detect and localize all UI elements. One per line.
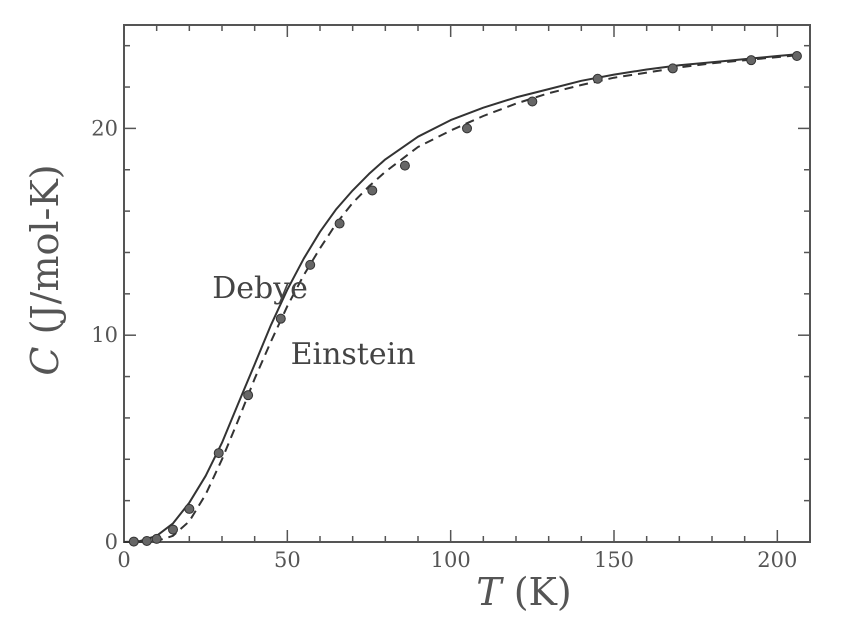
data-point [184, 503, 195, 514]
data-point [243, 390, 254, 401]
data-point [399, 160, 410, 171]
data-point [592, 73, 603, 84]
data-point [213, 448, 224, 459]
x-tick-label: 50 [274, 548, 301, 572]
curve-annotation: Debye [212, 271, 308, 306]
data-point [667, 63, 678, 74]
data-points [128, 51, 802, 547]
data-point [141, 535, 152, 546]
x-axis-label: T (K) [476, 570, 571, 614]
data-point [527, 96, 538, 107]
data-point [128, 536, 139, 547]
data-point [151, 533, 162, 544]
y-tick-label: 0 [105, 530, 118, 554]
x-tick-label: 150 [594, 548, 634, 572]
x-tick-label: 200 [757, 548, 797, 572]
axis-ticks [123, 25, 811, 543]
y-axis-label: C (J/mol-K) [23, 164, 67, 375]
x-tick-label: 0 [117, 548, 130, 572]
y-tick-label: 10 [91, 323, 118, 347]
tick-labels: 0 50 100 150 200 0 10 20 [91, 116, 797, 572]
data-point [305, 259, 316, 270]
plot-frame [123, 24, 811, 543]
data-point [334, 218, 345, 229]
curve-annotation: Einstein [291, 337, 416, 372]
data-point [275, 313, 286, 324]
einstein-curve [124, 54, 801, 543]
data-point [462, 123, 472, 134]
debye-curve [123, 53, 801, 543]
series-lines [123, 53, 801, 543]
annotations: Debye Einstein [212, 271, 415, 372]
data-point [168, 524, 178, 535]
y-tick-label: 20 [91, 116, 118, 140]
data-point [791, 51, 802, 62]
data-point [367, 185, 378, 196]
x-tick-label: 100 [431, 548, 471, 572]
data-point [746, 55, 757, 66]
